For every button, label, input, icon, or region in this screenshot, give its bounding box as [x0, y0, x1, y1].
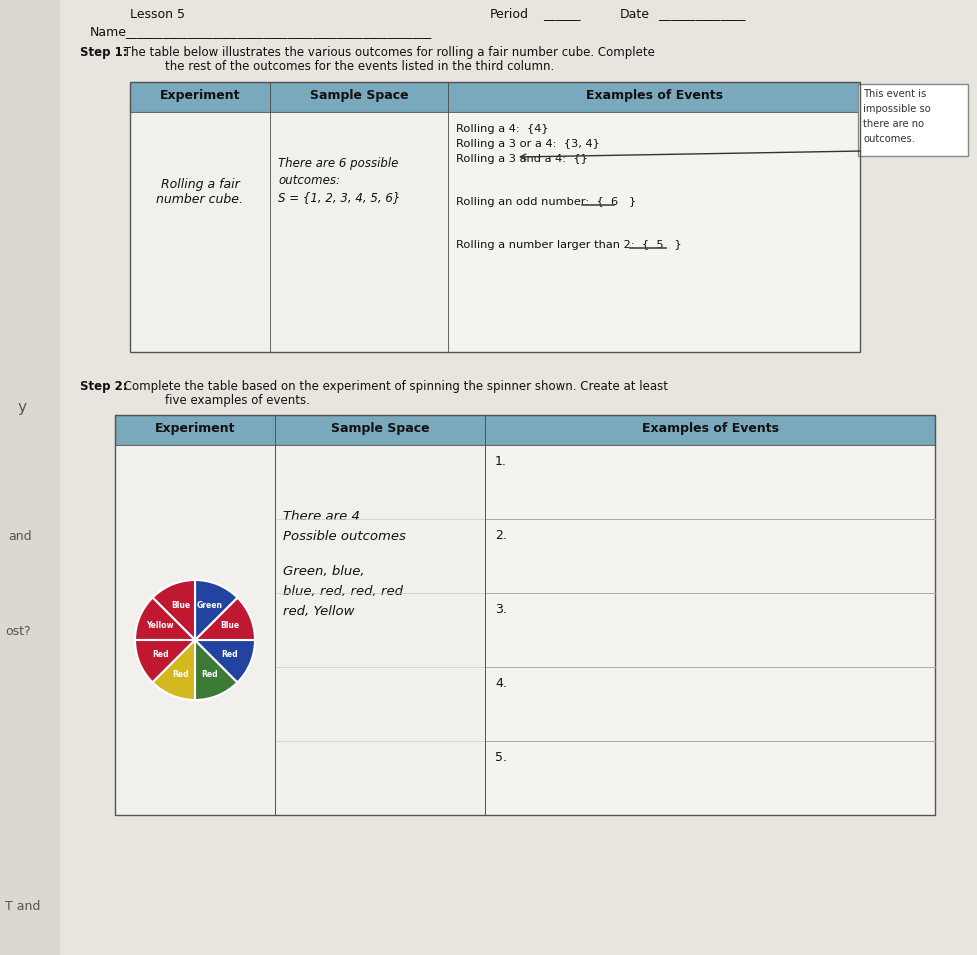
Text: Blue: Blue [171, 601, 191, 609]
Bar [130, 112, 270, 352]
Text: Rolling a 3 and a 4:  {}: Rolling a 3 and a 4: {} [456, 154, 588, 164]
Wedge shape [195, 640, 255, 683]
Bar [130, 82, 860, 352]
Text: the rest of the outcomes for the events listed in the third column.: the rest of the outcomes for the events … [120, 60, 554, 73]
Text: T and: T and [5, 900, 40, 913]
Text: Red: Red [151, 650, 168, 659]
Text: Rolling a number larger than 2:  {  5   }: Rolling a number larger than 2: { 5 } [456, 240, 682, 250]
Text: Red: Red [201, 670, 218, 679]
Wedge shape [195, 598, 255, 640]
Wedge shape [135, 640, 195, 683]
Text: S = {1, 2, 3, 4, 5, 6}: S = {1, 2, 3, 4, 5, 6} [278, 191, 401, 204]
Text: Experiment: Experiment [160, 89, 240, 102]
Text: 5.: 5. [495, 751, 507, 764]
Text: ost?: ost? [5, 625, 30, 638]
Bar [115, 415, 935, 815]
Text: Rolling a 3 or a 4:  {3, 4}: Rolling a 3 or a 4: {3, 4} [456, 139, 600, 149]
Text: Green, blue,: Green, blue, [283, 565, 364, 578]
Wedge shape [152, 580, 195, 640]
Text: Possible outcomes: Possible outcomes [283, 530, 405, 543]
Text: Green: Green [196, 601, 223, 609]
Text: five examples of events.: five examples of events. [120, 394, 310, 407]
Text: blue, red, red, red: blue, red, red, red [283, 585, 403, 598]
Text: The table below illustrates the various outcomes for rolling a fair number cube.: The table below illustrates the various … [120, 46, 655, 59]
Text: This event is: This event is [863, 89, 926, 99]
Text: red, Yellow: red, Yellow [283, 605, 355, 618]
Bar [858, 84, 968, 156]
Text: 2.: 2. [495, 529, 507, 542]
Text: y: y [18, 400, 27, 415]
Text: Rolling an odd number:  {  6   }: Rolling an odd number: { 6 } [456, 197, 636, 207]
Text: Red: Red [222, 650, 238, 659]
Text: Period: Period [490, 8, 529, 21]
Bar [115, 415, 935, 445]
Text: Step 1:: Step 1: [80, 46, 128, 59]
Text: Rolling a fair
number cube.: Rolling a fair number cube. [156, 178, 243, 206]
Text: _________________________________________________: ________________________________________… [125, 26, 431, 39]
Text: there are no: there are no [863, 119, 924, 129]
Text: Sample Space: Sample Space [330, 422, 429, 435]
Text: Red: Red [172, 670, 189, 679]
Text: 1.: 1. [495, 455, 507, 468]
Text: and: and [8, 530, 31, 543]
Text: Name: Name [90, 26, 127, 39]
Bar [485, 445, 935, 815]
Text: Examples of Events: Examples of Events [642, 422, 779, 435]
Text: Date: Date [620, 8, 650, 21]
Text: ______________: ______________ [658, 8, 745, 21]
Text: Complete the table based on the experiment of spinning the spinner shown. Create: Complete the table based on the experime… [120, 380, 668, 393]
Wedge shape [135, 598, 195, 640]
Wedge shape [152, 640, 195, 700]
Bar [448, 112, 860, 352]
Text: outcomes.: outcomes. [863, 134, 915, 144]
Text: Sample Space: Sample Space [310, 89, 408, 102]
Text: There are 4: There are 4 [283, 510, 360, 523]
Wedge shape [195, 640, 237, 700]
Wedge shape [195, 580, 237, 640]
Text: Blue: Blue [221, 621, 239, 630]
Text: Experiment: Experiment [154, 422, 235, 435]
Text: ______: ______ [543, 8, 580, 21]
Text: impossible so: impossible so [863, 104, 931, 114]
Text: Step 2:: Step 2: [80, 380, 128, 393]
Bar [130, 82, 860, 112]
Text: Lesson 5: Lesson 5 [130, 8, 185, 21]
Bar [115, 445, 275, 815]
Text: There are 6 possible: There are 6 possible [278, 157, 399, 170]
Text: outcomes:: outcomes: [278, 174, 340, 187]
Text: Yellow: Yellow [147, 621, 174, 630]
Text: 4.: 4. [495, 677, 507, 690]
Bar [270, 112, 448, 352]
Bar [275, 445, 485, 815]
Text: 3.: 3. [495, 603, 507, 616]
Text: Rolling a 4:  {4}: Rolling a 4: {4} [456, 124, 549, 134]
Text: Examples of Events: Examples of Events [585, 89, 723, 102]
